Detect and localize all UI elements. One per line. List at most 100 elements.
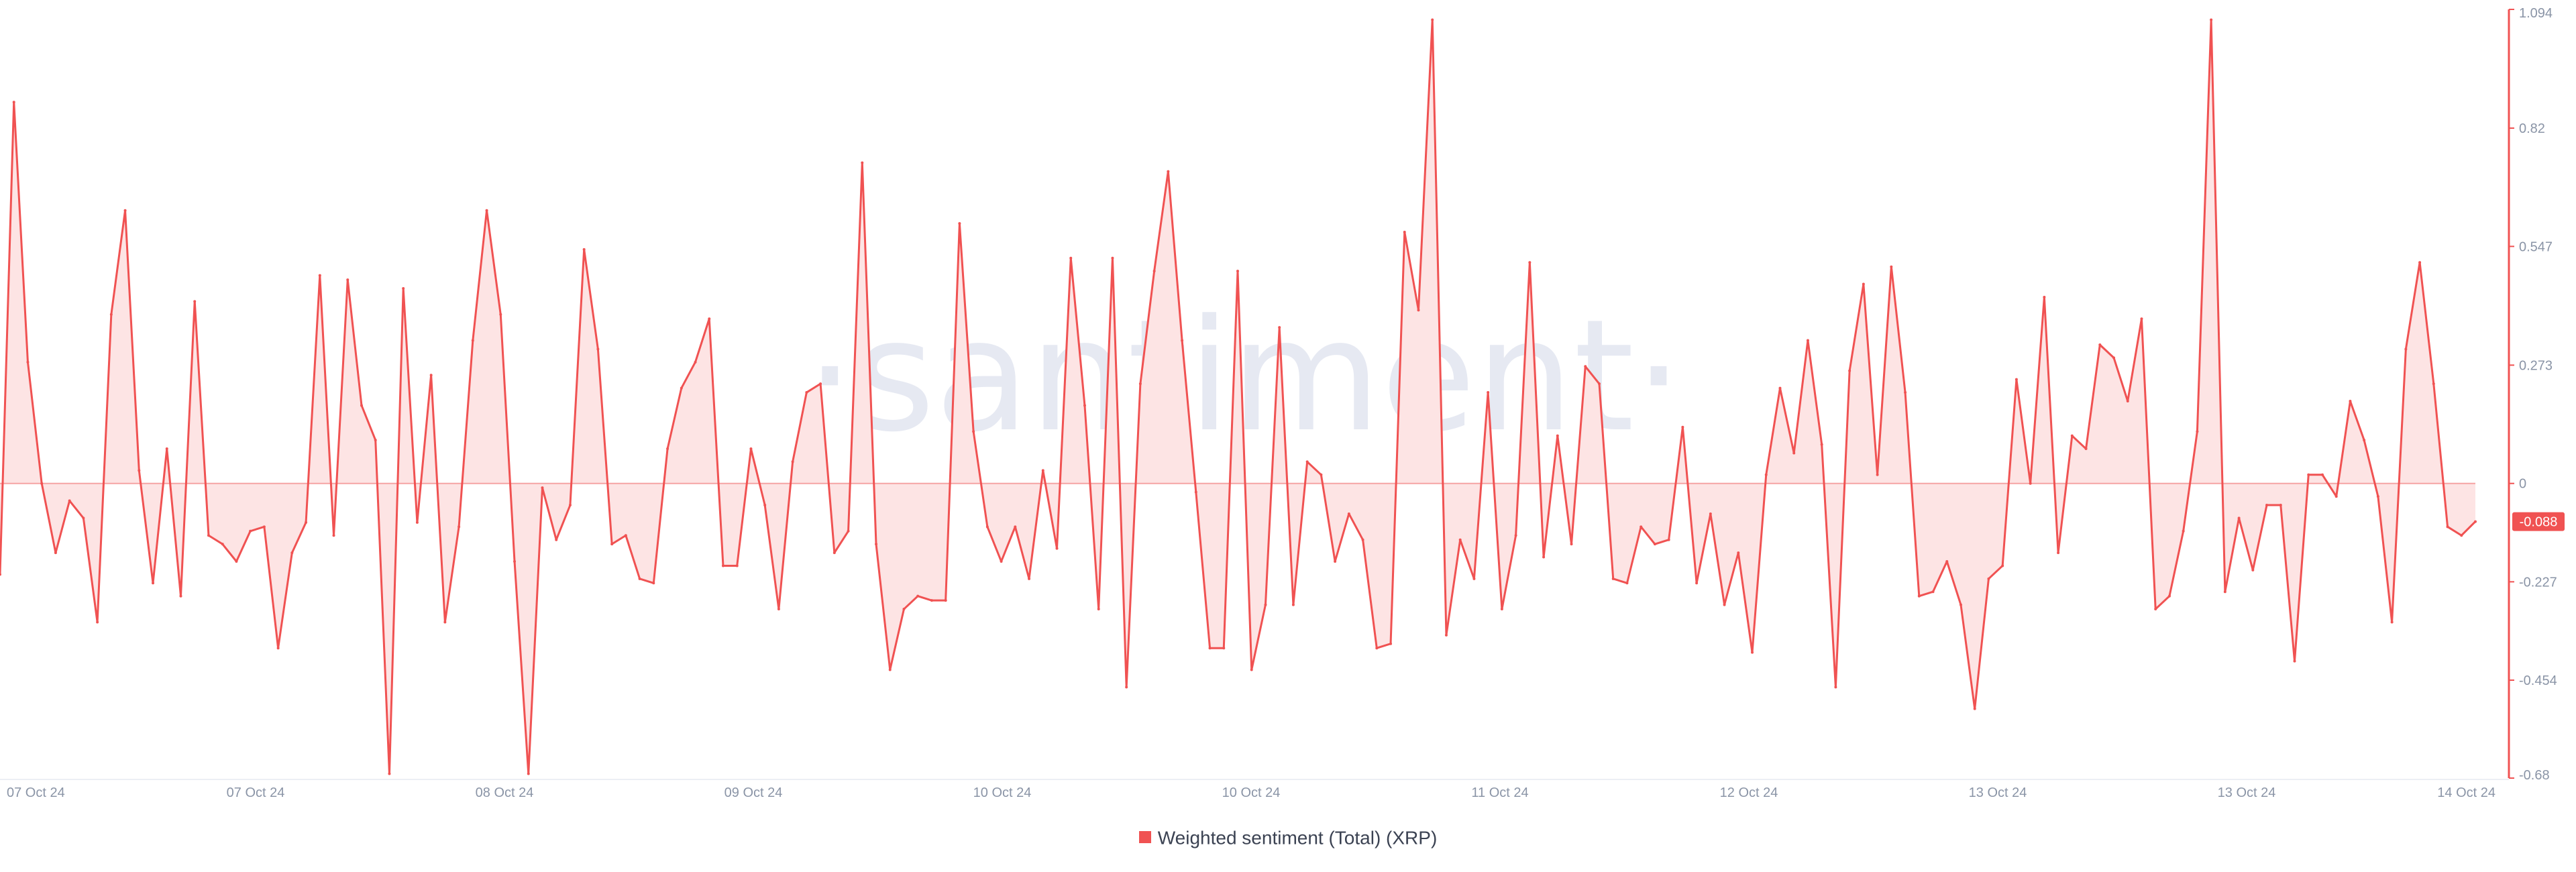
- data-point[interactable]: [332, 534, 335, 537]
- data-point[interactable]: [54, 551, 57, 555]
- data-point[interactable]: [1890, 265, 1893, 268]
- data-point[interactable]: [916, 594, 920, 598]
- data-point[interactable]: [1403, 231, 1406, 234]
- data-point[interactable]: [109, 313, 113, 316]
- data-point[interactable]: [1945, 560, 1949, 563]
- data-point[interactable]: [2084, 447, 2088, 451]
- data-point[interactable]: [541, 486, 544, 490]
- data-point[interactable]: [485, 209, 488, 212]
- data-point[interactable]: [1667, 538, 1670, 541]
- data-point[interactable]: [82, 516, 85, 520]
- data-point[interactable]: [1500, 608, 1503, 611]
- data-point[interactable]: [2223, 590, 2226, 594]
- data-point[interactable]: [2154, 608, 2157, 611]
- data-point[interactable]: [819, 382, 822, 386]
- data-point[interactable]: [1111, 256, 1114, 260]
- data-point[interactable]: [1597, 382, 1601, 386]
- data-point[interactable]: [374, 439, 377, 442]
- data-point[interactable]: [305, 521, 308, 524]
- data-point[interactable]: [972, 430, 975, 433]
- data-point[interactable]: [2334, 495, 2338, 498]
- data-point[interactable]: [2446, 525, 2449, 529]
- data-point[interactable]: [262, 525, 266, 529]
- data-point[interactable]: [777, 608, 780, 611]
- data-point[interactable]: [1973, 707, 1976, 710]
- data-point[interactable]: [1250, 668, 1253, 671]
- data-point[interactable]: [2349, 399, 2352, 402]
- data-point[interactable]: [1570, 543, 1573, 546]
- data-point[interactable]: [833, 551, 836, 555]
- data-point[interactable]: [1876, 473, 1879, 476]
- data-point[interactable]: [1194, 490, 1197, 494]
- data-point[interactable]: [694, 360, 697, 364]
- data-point[interactable]: [888, 668, 892, 671]
- data-point[interactable]: [499, 313, 502, 316]
- data-point[interactable]: [458, 525, 461, 529]
- data-point[interactable]: [2140, 317, 2143, 321]
- data-point[interactable]: [0, 573, 1, 576]
- data-point[interactable]: [1320, 473, 1323, 476]
- data-point[interactable]: [2474, 520, 2477, 523]
- data-point[interactable]: [1278, 326, 1281, 329]
- data-point[interactable]: [861, 161, 864, 164]
- data-point[interactable]: [221, 543, 224, 546]
- data-point[interactable]: [1375, 647, 1379, 650]
- data-point[interactable]: [2363, 439, 2366, 442]
- data-point[interactable]: [290, 551, 294, 555]
- data-point[interactable]: [1389, 642, 1393, 645]
- data-point[interactable]: [123, 209, 127, 212]
- data-point[interactable]: [276, 647, 280, 650]
- data-point[interactable]: [1528, 261, 1532, 264]
- data-point[interactable]: [2279, 504, 2282, 507]
- plot-area[interactable]: [0, 18, 2477, 775]
- data-point[interactable]: [1458, 538, 1462, 541]
- data-point[interactable]: [415, 521, 419, 524]
- data-point[interactable]: [930, 599, 933, 602]
- data-point[interactable]: [2432, 382, 2435, 386]
- data-point[interactable]: [2307, 473, 2310, 476]
- data-point[interactable]: [1611, 577, 1615, 580]
- data-point[interactable]: [1222, 647, 1226, 650]
- data-point[interactable]: [1152, 270, 1156, 273]
- data-point[interactable]: [1848, 369, 1851, 372]
- data-point[interactable]: [152, 582, 155, 585]
- data-point[interactable]: [1709, 512, 1712, 515]
- data-point[interactable]: [610, 543, 614, 546]
- data-point[interactable]: [1751, 651, 1754, 654]
- data-point[interactable]: [2126, 399, 2129, 402]
- data-point[interactable]: [1431, 18, 1434, 21]
- data-point[interactable]: [12, 101, 15, 104]
- data-point[interactable]: [235, 560, 238, 563]
- data-point[interactable]: [1334, 560, 1337, 563]
- data-point[interactable]: [875, 543, 878, 546]
- data-point[interactable]: [193, 300, 197, 303]
- data-point[interactable]: [26, 360, 30, 364]
- data-point[interactable]: [2112, 356, 2116, 360]
- data-point[interactable]: [1806, 339, 1809, 342]
- data-point[interactable]: [179, 594, 182, 598]
- data-point[interactable]: [40, 482, 44, 485]
- data-point[interactable]: [2057, 551, 2060, 555]
- data-point[interactable]: [2265, 504, 2269, 507]
- data-point[interactable]: [1737, 551, 1740, 555]
- data-point[interactable]: [1556, 434, 1559, 437]
- data-point[interactable]: [1417, 309, 1420, 312]
- data-point[interactable]: [249, 529, 252, 533]
- data-point[interactable]: [1347, 512, 1350, 515]
- data-point[interactable]: [2043, 295, 2046, 298]
- data-point[interactable]: [96, 620, 99, 624]
- data-point[interactable]: [1695, 582, 1699, 585]
- data-point[interactable]: [652, 582, 655, 585]
- data-point[interactable]: [1862, 282, 1865, 286]
- data-point[interactable]: [388, 772, 391, 775]
- data-point[interactable]: [902, 608, 906, 611]
- data-point[interactable]: [666, 447, 669, 451]
- data-point[interactable]: [2210, 18, 2213, 21]
- data-point[interactable]: [2376, 495, 2379, 498]
- data-point[interactable]: [721, 564, 724, 567]
- data-point[interactable]: [847, 529, 850, 533]
- data-point[interactable]: [1625, 582, 1629, 585]
- data-point[interactable]: [360, 404, 363, 407]
- data-point[interactable]: [2070, 434, 2074, 437]
- data-point[interactable]: [1931, 590, 1935, 594]
